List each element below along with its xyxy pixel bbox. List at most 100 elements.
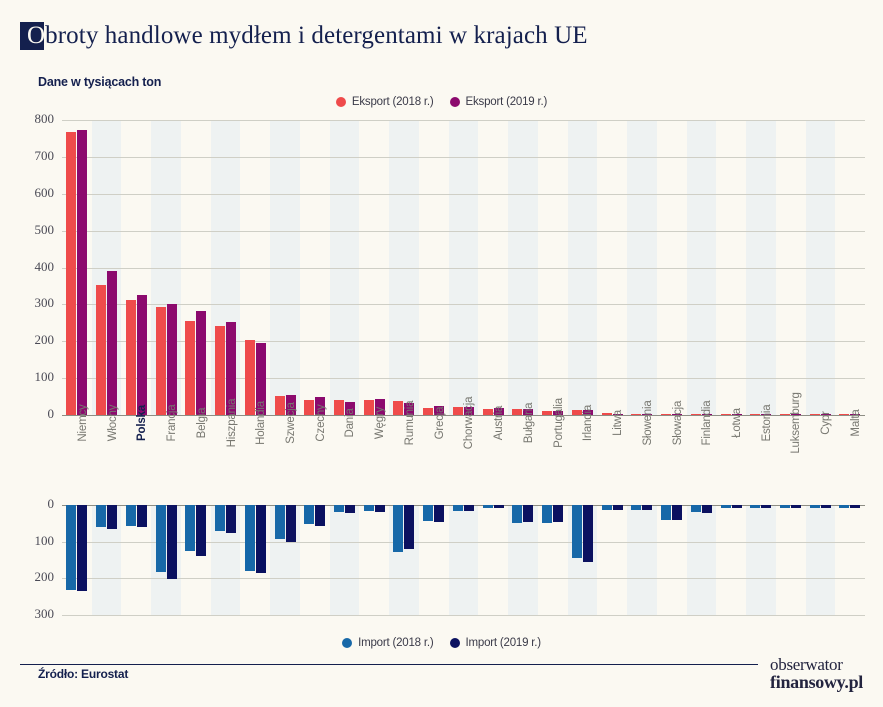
bar[interactable] xyxy=(731,413,742,415)
bar[interactable] xyxy=(107,271,118,415)
bar-group[interactable] xyxy=(419,120,449,415)
bar[interactable] xyxy=(720,505,731,508)
bar-group[interactable] xyxy=(746,505,776,615)
bar-group[interactable] xyxy=(240,505,270,615)
bar[interactable] xyxy=(612,413,623,415)
bar[interactable] xyxy=(790,505,801,508)
bar[interactable] xyxy=(809,505,820,509)
bar[interactable] xyxy=(850,505,861,508)
bar[interactable] xyxy=(333,400,344,415)
bar-group[interactable] xyxy=(449,505,479,615)
bar-group[interactable] xyxy=(776,505,806,615)
bar-group[interactable] xyxy=(330,505,360,615)
bar[interactable] xyxy=(493,505,504,508)
bar-group[interactable] xyxy=(151,120,181,415)
bar[interactable] xyxy=(363,399,374,415)
bar[interactable] xyxy=(601,413,612,415)
bar[interactable] xyxy=(136,295,147,415)
bar[interactable] xyxy=(642,413,653,415)
bar[interactable] xyxy=(512,505,523,524)
bar[interactable] xyxy=(185,505,196,551)
bar[interactable] xyxy=(571,505,582,559)
bar-group[interactable] xyxy=(508,120,538,415)
bar[interactable] xyxy=(553,505,564,522)
bar[interactable] xyxy=(452,505,463,511)
bar[interactable] xyxy=(631,505,642,510)
bar-group[interactable] xyxy=(538,505,568,615)
bar[interactable] xyxy=(244,505,255,571)
bar[interactable] xyxy=(107,505,118,529)
bar-group[interactable] xyxy=(627,120,657,415)
bar-group[interactable] xyxy=(270,120,300,415)
bar-group[interactable] xyxy=(300,120,330,415)
bar[interactable] xyxy=(434,505,445,522)
bar-group[interactable] xyxy=(538,120,568,415)
bar[interactable] xyxy=(344,505,355,514)
bar[interactable] xyxy=(363,505,374,512)
bar-group[interactable] xyxy=(359,120,389,415)
bar[interactable] xyxy=(333,505,344,513)
bar-group[interactable] xyxy=(121,505,151,615)
bar[interactable] xyxy=(512,408,523,415)
bar[interactable] xyxy=(493,408,504,415)
bar[interactable] xyxy=(553,410,564,415)
bar-group[interactable] xyxy=(330,120,360,415)
bar[interactable] xyxy=(255,342,266,415)
bar-group[interactable] xyxy=(389,120,419,415)
bar[interactable] xyxy=(452,406,463,415)
bar[interactable] xyxy=(155,505,166,572)
bar[interactable] xyxy=(125,505,136,527)
bar[interactable] xyxy=(274,395,285,415)
bar[interactable] xyxy=(690,505,701,513)
bar[interactable] xyxy=(672,413,683,415)
bar-group[interactable] xyxy=(62,120,92,415)
bar-group[interactable] xyxy=(211,505,241,615)
bar-group[interactable] xyxy=(686,505,716,615)
bar[interactable] xyxy=(463,505,474,511)
bar-group[interactable] xyxy=(478,505,508,615)
bar-group[interactable] xyxy=(181,120,211,415)
bar-group[interactable] xyxy=(62,505,92,615)
bar[interactable] xyxy=(463,406,474,415)
bar[interactable] xyxy=(215,505,226,532)
bar[interactable] xyxy=(274,505,285,539)
bar[interactable] xyxy=(661,413,672,415)
bar-group[interactable] xyxy=(746,120,776,415)
bar[interactable] xyxy=(582,409,593,415)
bar[interactable] xyxy=(523,505,534,523)
bar-group[interactable] xyxy=(567,120,597,415)
bar-group[interactable] xyxy=(92,505,122,615)
bar-group[interactable] xyxy=(776,120,806,415)
bar[interactable] xyxy=(750,414,761,415)
bar[interactable] xyxy=(125,299,136,415)
bar[interactable] xyxy=(393,505,404,552)
bar[interactable] xyxy=(66,131,77,415)
bar-group[interactable] xyxy=(359,505,389,615)
bar-group[interactable] xyxy=(92,120,122,415)
bar[interactable] xyxy=(761,414,772,415)
bar[interactable] xyxy=(96,285,107,415)
bar[interactable] xyxy=(244,340,255,415)
bar[interactable] xyxy=(839,505,850,508)
bar-group[interactable] xyxy=(151,505,181,615)
bar[interactable] xyxy=(226,505,237,533)
bar[interactable] xyxy=(77,130,88,415)
bar[interactable] xyxy=(374,505,385,512)
bar[interactable] xyxy=(482,408,493,415)
bar-group[interactable] xyxy=(211,120,241,415)
bar[interactable] xyxy=(661,505,672,520)
bar[interactable] xyxy=(642,505,653,511)
bar[interactable] xyxy=(393,401,404,415)
bar[interactable] xyxy=(285,505,296,542)
bar-group[interactable] xyxy=(181,505,211,615)
bar-group[interactable] xyxy=(835,120,865,415)
bar-group[interactable] xyxy=(389,505,419,615)
bar[interactable] xyxy=(166,303,177,415)
bar-group[interactable] xyxy=(716,505,746,615)
bar[interactable] xyxy=(701,505,712,514)
bar-group[interactable] xyxy=(121,120,151,415)
bar[interactable] xyxy=(77,505,88,592)
bar-group[interactable] xyxy=(270,505,300,615)
bar[interactable] xyxy=(672,505,683,521)
bar[interactable] xyxy=(750,505,761,508)
